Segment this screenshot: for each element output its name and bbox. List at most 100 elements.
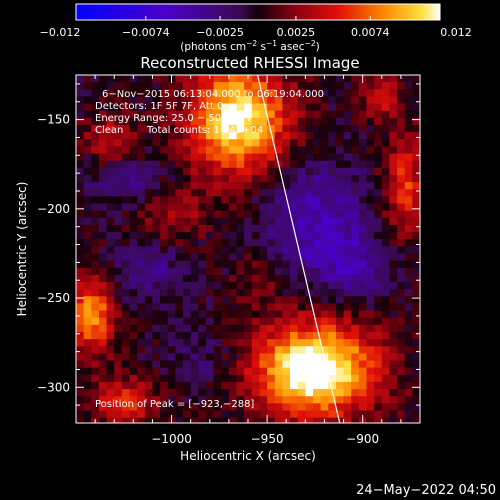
image-pixel	[144, 117, 153, 126]
image-pixel	[175, 117, 184, 126]
image-pixel	[335, 132, 344, 140]
image-pixel	[106, 174, 115, 183]
image-pixel	[83, 339, 92, 347]
image-pixel	[190, 317, 199, 326]
image-pixel	[374, 296, 383, 304]
image-pixel	[98, 89, 107, 97]
image-pixel	[152, 310, 161, 319]
image-pixel	[106, 374, 115, 383]
image-pixel	[251, 389, 260, 397]
image-pixel	[374, 246, 383, 254]
image-pixel	[274, 267, 283, 276]
image-pixel	[259, 381, 268, 390]
image-pixel	[221, 317, 230, 326]
image-pixel	[228, 110, 237, 119]
image-pixel	[335, 89, 344, 97]
image-pixel	[259, 282, 268, 290]
image-pixel	[244, 203, 253, 212]
image-pixel	[198, 75, 207, 83]
image-pixel	[312, 217, 322, 226]
image-pixel	[351, 210, 360, 219]
image-pixel	[274, 117, 283, 126]
image-pixel	[76, 124, 85, 133]
image-pixel	[129, 410, 138, 419]
image-pixel	[167, 289, 176, 297]
image-pixel	[343, 153, 352, 162]
image-pixel	[91, 232, 100, 240]
image-pixel	[404, 203, 413, 212]
image-pixel	[290, 82, 299, 90]
image-pixel	[404, 146, 413, 154]
image-pixel	[251, 96, 260, 104]
annotation-peak-position: Position of Peak = [−923,−288]	[95, 399, 254, 410]
image-pixel	[282, 296, 291, 304]
image-pixel	[152, 196, 161, 204]
image-pixel	[129, 146, 138, 154]
image-pixel	[213, 174, 222, 183]
image-pixel	[274, 239, 283, 247]
image-pixel	[290, 182, 299, 190]
image-pixel	[106, 410, 115, 419]
image-pixel	[374, 153, 383, 162]
image-pixel	[129, 196, 138, 204]
image-pixel	[137, 203, 146, 212]
image-pixel	[175, 217, 184, 226]
image-pixel	[251, 246, 260, 254]
image-pixel	[320, 296, 329, 304]
image-pixel	[381, 153, 390, 162]
image-pixel	[282, 132, 291, 140]
image-pixel	[297, 132, 306, 140]
image-pixel	[121, 403, 130, 411]
image-pixel	[351, 253, 360, 261]
image-pixel	[213, 89, 222, 97]
image-pixel	[205, 389, 214, 397]
image-pixel	[358, 239, 367, 247]
image-pixel	[282, 139, 291, 147]
image-pixel	[228, 253, 237, 261]
image-pixel	[98, 374, 107, 383]
image-pixel	[366, 374, 375, 383]
image-pixel	[129, 253, 138, 261]
colorbar-tick-label: −0.012	[40, 26, 81, 39]
image-pixel	[129, 296, 138, 304]
image-pixel	[190, 310, 199, 319]
image-pixel	[358, 317, 367, 326]
image-pixel	[76, 75, 85, 83]
image-pixel	[106, 317, 115, 326]
image-pixel	[328, 82, 337, 90]
image-pixel	[320, 331, 329, 340]
image-pixel	[320, 267, 329, 276]
image-pixel	[236, 103, 245, 112]
image-pixel	[305, 117, 314, 126]
image-pixel	[228, 360, 237, 369]
image-pixel	[213, 103, 222, 112]
image-pixel	[83, 353, 92, 361]
image-pixel	[374, 267, 383, 276]
image-pixel	[259, 246, 268, 254]
image-pixel	[228, 174, 237, 183]
image-pixel	[91, 153, 100, 162]
image-pixel	[213, 196, 222, 204]
image-pixel	[76, 310, 85, 319]
image-pixel	[160, 274, 169, 283]
image-pixel	[83, 410, 92, 419]
image-pixel	[381, 353, 390, 361]
image-pixel	[274, 389, 283, 397]
image-pixel	[236, 346, 245, 354]
image-pixel	[404, 174, 413, 183]
image-pixel	[221, 324, 230, 333]
image-pixel	[374, 374, 383, 383]
image-pixel	[320, 389, 329, 397]
image-pixel	[129, 132, 138, 140]
image-pixel	[144, 396, 153, 404]
image-pixel	[198, 346, 207, 354]
image-pixel	[343, 331, 352, 340]
image-pixel	[381, 331, 390, 340]
image-pixel	[259, 132, 268, 140]
image-pixel	[297, 267, 306, 276]
image-pixel	[312, 296, 322, 304]
image-pixel	[137, 267, 146, 276]
image-pixel	[83, 182, 92, 190]
image-pixel	[297, 174, 306, 183]
image-pixel	[213, 246, 222, 254]
